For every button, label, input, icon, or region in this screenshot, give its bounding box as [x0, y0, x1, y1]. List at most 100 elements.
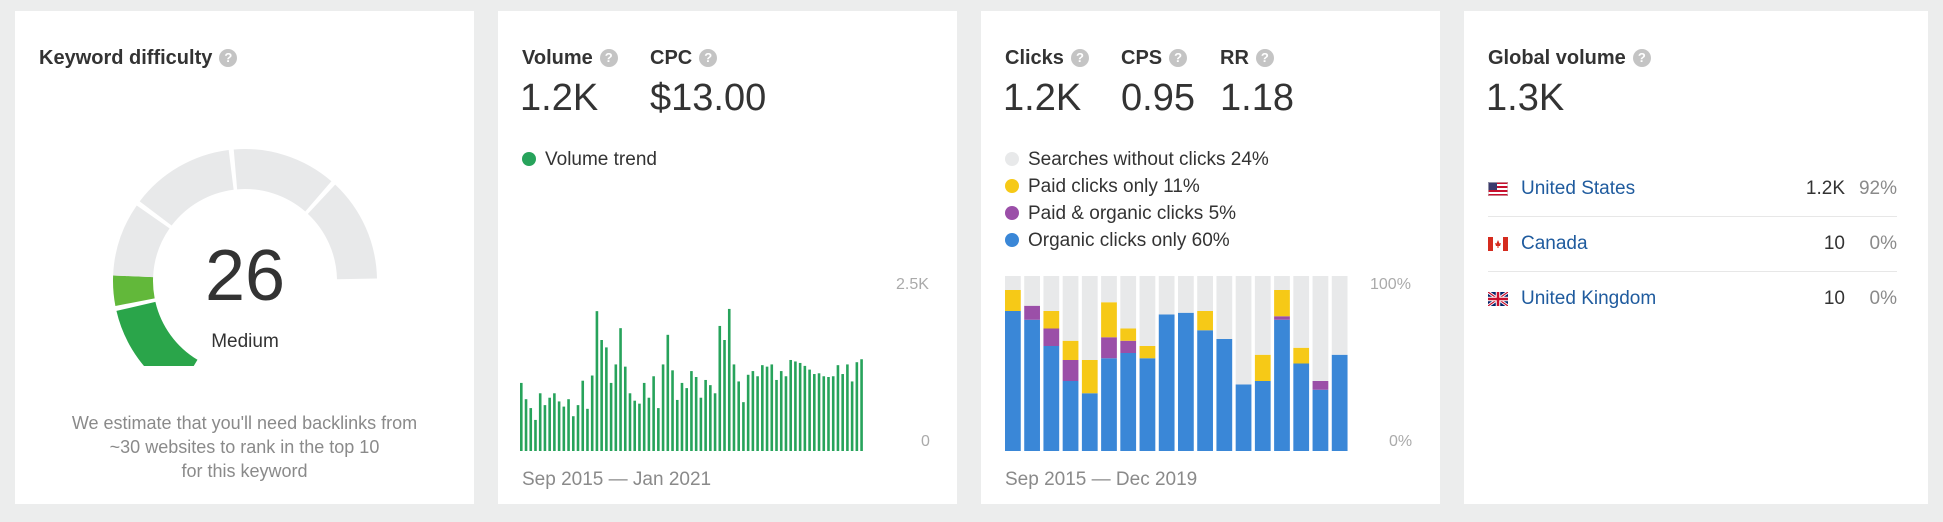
country-row-canada[interactable]: Canada 10 0%	[1488, 217, 1897, 272]
volume-bar[interactable]	[704, 379, 707, 451]
country-row-united-kingdom[interactable]: United Kingdom 10 0%	[1488, 272, 1897, 327]
volume-bar[interactable]	[817, 373, 821, 451]
volume-bar[interactable]	[779, 371, 783, 451]
clicks-bar-segment[interactable]	[1043, 346, 1060, 451]
volume-bar[interactable]	[770, 364, 774, 451]
volume-bar[interactable]	[675, 399, 679, 451]
volume-bar[interactable]	[694, 377, 698, 451]
volume-bar[interactable]	[633, 400, 637, 451]
clicks-bar-segment[interactable]	[1312, 381, 1329, 390]
clicks-bar-segment[interactable]	[1081, 360, 1098, 394]
volume-bar[interactable]	[652, 376, 655, 451]
volume-bar[interactable]	[709, 385, 712, 451]
clicks-bar-segment[interactable]	[1139, 358, 1156, 451]
help-icon[interactable]: ?	[599, 49, 618, 67]
clicks-bar-segment[interactable]	[1062, 276, 1079, 341]
volume-bar[interactable]	[841, 374, 844, 451]
volume-bar[interactable]	[619, 328, 622, 451]
clicks-bar-segment[interactable]	[1197, 311, 1213, 331]
volume-bar[interactable]	[850, 381, 854, 451]
clicks-bar-segment[interactable]	[1331, 276, 1348, 355]
volume-bar[interactable]	[751, 371, 755, 451]
clicks-bar-segment[interactable]	[1293, 347, 1310, 364]
volume-bar[interactable]	[657, 408, 660, 451]
volume-bar[interactable]	[562, 406, 566, 451]
clicks-bar-segment[interactable]	[1216, 339, 1233, 451]
country-link[interactable]: United States	[1521, 178, 1636, 199]
help-icon[interactable]: ?	[1070, 49, 1089, 67]
clicks-bar-segment[interactable]	[1081, 393, 1098, 451]
volume-bar[interactable]	[690, 371, 693, 451]
clicks-bar-segment[interactable]	[1254, 276, 1271, 355]
clicks-bar-segment[interactable]	[1005, 276, 1021, 290]
volume-bar[interactable]	[732, 364, 736, 451]
volume-bar[interactable]	[647, 397, 651, 451]
volume-bar[interactable]	[765, 366, 769, 451]
volume-bar[interactable]	[727, 308, 731, 451]
country-link[interactable]: United Kingdom	[1521, 288, 1657, 309]
volume-bar[interactable]	[699, 397, 703, 451]
volume-bar[interactable]	[529, 408, 533, 451]
clicks-bar-segment[interactable]	[1293, 276, 1310, 348]
clicks-bar-segment[interactable]	[1024, 276, 1040, 306]
volume-bar[interactable]	[623, 366, 627, 451]
clicks-bar-segment[interactable]	[1312, 276, 1329, 381]
volume-bar[interactable]	[538, 393, 542, 451]
volume-bar[interactable]	[827, 377, 830, 451]
volume-bar[interactable]	[600, 340, 603, 451]
clicks-bar-segment[interactable]	[1197, 276, 1213, 311]
clicks-bar-segment[interactable]	[1120, 276, 1137, 329]
clicks-bar-segment[interactable]	[1197, 330, 1213, 451]
volume-bar[interactable]	[803, 365, 807, 451]
volume-bar[interactable]	[723, 340, 726, 451]
volume-bar[interactable]	[846, 364, 849, 451]
volume-bar[interactable]	[567, 399, 570, 451]
clicks-bar-segment[interactable]	[1158, 276, 1175, 315]
clicks-bar-segment[interactable]	[1178, 276, 1194, 313]
volume-bar[interactable]	[813, 374, 816, 451]
volume-bar[interactable]	[609, 382, 613, 451]
help-icon[interactable]: ?	[1632, 49, 1651, 67]
country-link[interactable]: Canada	[1521, 233, 1588, 254]
clicks-bar-segment[interactable]	[1235, 276, 1252, 385]
volume-bar[interactable]	[831, 376, 835, 451]
volume-bar[interactable]	[666, 334, 670, 451]
volume-bar[interactable]	[576, 405, 580, 451]
clicks-bar-segment[interactable]	[1139, 276, 1156, 346]
volume-bar[interactable]	[642, 382, 646, 451]
clicks-bar-segment[interactable]	[1043, 276, 1060, 311]
volume-bar[interactable]	[520, 382, 523, 451]
clicks-bar-segment[interactable]	[1101, 276, 1117, 303]
clicks-bar-segment[interactable]	[1005, 290, 1021, 311]
clicks-bar-segment[interactable]	[1274, 276, 1290, 290]
volume-trend-chart[interactable]	[520, 266, 870, 451]
volume-bar[interactable]	[638, 403, 641, 451]
volume-bar[interactable]	[548, 397, 551, 451]
clicks-bar-segment[interactable]	[1005, 311, 1021, 451]
volume-bar[interactable]	[628, 393, 632, 451]
volume-bar[interactable]	[798, 362, 802, 451]
volume-bar[interactable]	[614, 364, 618, 451]
volume-bar[interactable]	[553, 393, 556, 451]
clicks-bar-segment[interactable]	[1062, 360, 1079, 381]
volume-bar[interactable]	[746, 374, 750, 451]
clicks-bar-segment[interactable]	[1235, 384, 1252, 452]
volume-bar[interactable]	[822, 376, 826, 451]
clicks-bar-segment[interactable]	[1331, 354, 1348, 451]
clicks-bar-segment[interactable]	[1274, 316, 1290, 320]
volume-bar[interactable]	[685, 388, 689, 451]
clicks-bar-segment[interactable]	[1120, 353, 1137, 451]
volume-bar[interactable]	[808, 369, 811, 451]
volume-bar[interactable]	[571, 416, 575, 451]
volume-bar[interactable]	[661, 364, 665, 451]
clicks-bar-segment[interactable]	[1024, 305, 1040, 320]
clicks-bar-segment[interactable]	[1120, 328, 1137, 341]
clicks-bar-segment[interactable]	[1101, 337, 1117, 359]
volume-bar[interactable]	[581, 380, 585, 451]
clicks-bar-segment[interactable]	[1043, 311, 1060, 329]
clicks-bar-segment[interactable]	[1312, 389, 1329, 451]
clicks-bar-segment[interactable]	[1081, 276, 1098, 360]
clicks-bar-segment[interactable]	[1293, 363, 1310, 452]
clicks-bar-segment[interactable]	[1216, 276, 1233, 339]
clicks-bar-segment[interactable]	[1101, 358, 1117, 451]
